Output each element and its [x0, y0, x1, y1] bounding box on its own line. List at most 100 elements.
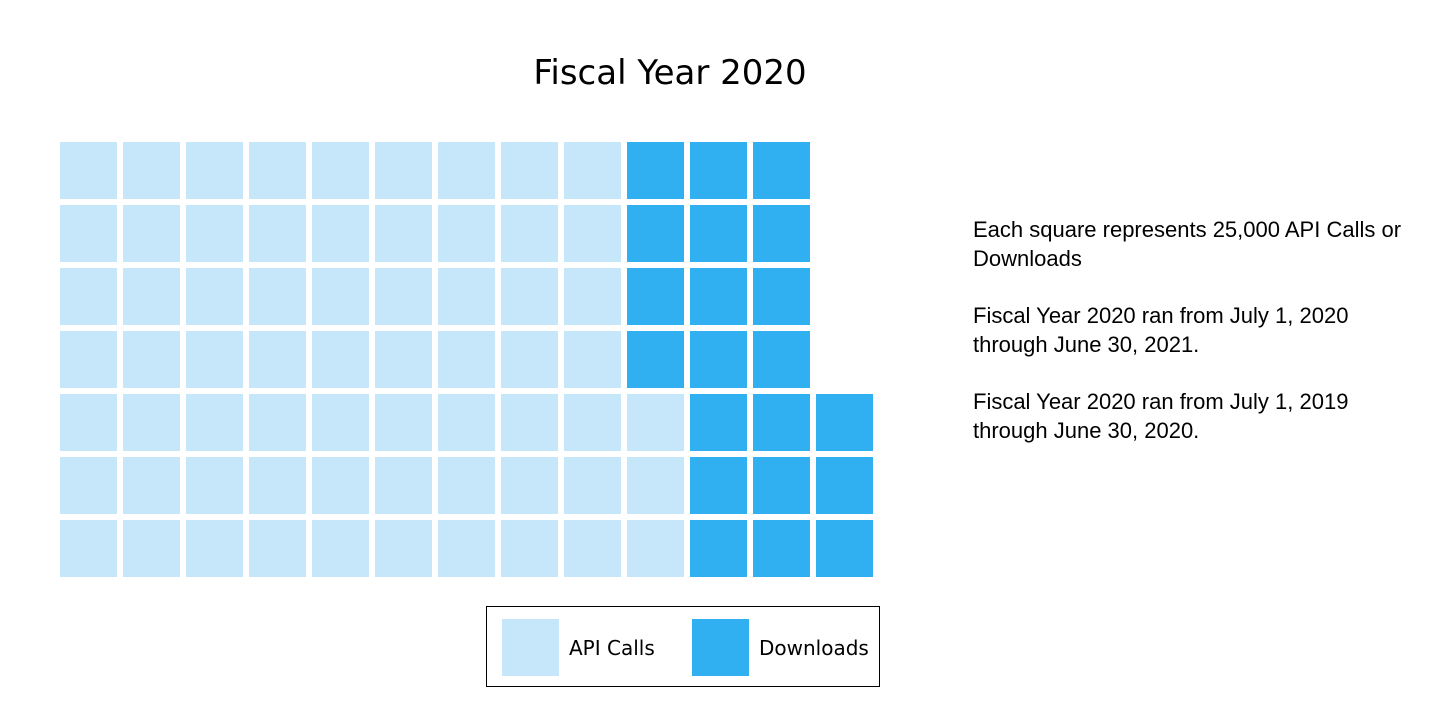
- legend-swatch-api-calls: [502, 619, 559, 676]
- unit-note: Each square represents 25,000 API Calls …: [973, 217, 1402, 271]
- waffle-square-downloads: [690, 520, 747, 577]
- legend-label-downloads: Downloads: [759, 635, 869, 660]
- waffle-square-api-calls: [501, 142, 558, 199]
- waffle-square-api-calls: [312, 520, 369, 577]
- waffle-square-api-calls: [438, 457, 495, 514]
- waffle-square-api-calls: [501, 520, 558, 577]
- waffle-square-downloads: [627, 205, 684, 262]
- waffle-square-api-calls: [501, 457, 558, 514]
- waffle-square-downloads: [627, 142, 684, 199]
- waffle-square-api-calls: [564, 331, 621, 388]
- waffle-square-api-calls: [564, 268, 621, 325]
- waffle-square-api-calls: [60, 394, 117, 451]
- waffle-square-api-calls: [375, 520, 432, 577]
- waffle-square-downloads: [816, 394, 873, 451]
- waffle-square-api-calls: [60, 268, 117, 325]
- waffle-square-downloads: [753, 205, 810, 262]
- waffle-square-api-calls: [186, 394, 243, 451]
- waffle-square-api-calls: [438, 520, 495, 577]
- waffle-square-api-calls: [123, 394, 180, 451]
- waffle-square-api-calls: [249, 142, 306, 199]
- waffle-square-downloads: [690, 142, 747, 199]
- waffle-square-downloads: [690, 205, 747, 262]
- waffle-square-downloads: [753, 520, 810, 577]
- waffle-square-downloads: [753, 142, 810, 199]
- waffle-square-api-calls: [186, 268, 243, 325]
- waffle-square-api-calls: [60, 457, 117, 514]
- waffle-square-api-calls: [186, 205, 243, 262]
- waffle-square-api-calls: [627, 394, 684, 451]
- waffle-square-api-calls: [564, 142, 621, 199]
- waffle-square-api-calls: [60, 142, 117, 199]
- waffle-square-api-calls: [501, 331, 558, 388]
- waffle-square-api-calls: [312, 394, 369, 451]
- waffle-square-downloads: [690, 394, 747, 451]
- waffle-square-api-calls: [249, 394, 306, 451]
- fiscal-year-note-1: Fiscal Year 2020 ran from July 1, 2020 t…: [973, 303, 1349, 357]
- waffle-square-api-calls: [438, 331, 495, 388]
- waffle-square-api-calls: [501, 394, 558, 451]
- waffle-square-downloads: [753, 394, 810, 451]
- waffle-square-api-calls: [564, 394, 621, 451]
- waffle-square-api-calls: [564, 520, 621, 577]
- waffle-square-api-calls: [186, 520, 243, 577]
- waffle-square-api-calls: [312, 205, 369, 262]
- waffle-square-api-calls: [375, 205, 432, 262]
- waffle-square-api-calls: [627, 520, 684, 577]
- waffle-square-downloads: [753, 331, 810, 388]
- waffle-square-downloads: [690, 268, 747, 325]
- waffle-square-api-calls: [501, 268, 558, 325]
- waffle-square-api-calls: [60, 205, 117, 262]
- waffle-square-downloads: [627, 268, 684, 325]
- legend-item-api-calls: API Calls: [502, 619, 655, 676]
- waffle-square-api-calls: [501, 205, 558, 262]
- waffle-square-downloads: [753, 268, 810, 325]
- waffle-square-api-calls: [249, 268, 306, 325]
- waffle-square-api-calls: [186, 457, 243, 514]
- notes-panel: Each square represents 25,000 API Calls …: [973, 215, 1423, 473]
- waffle-square-downloads: [690, 331, 747, 388]
- waffle-square-api-calls: [564, 205, 621, 262]
- waffle-square-api-calls: [312, 331, 369, 388]
- waffle-square-api-calls: [60, 520, 117, 577]
- waffle-square-api-calls: [312, 142, 369, 199]
- waffle-square-api-calls: [438, 394, 495, 451]
- waffle-square-downloads: [627, 331, 684, 388]
- waffle-square-api-calls: [186, 142, 243, 199]
- waffle-square-api-calls: [249, 205, 306, 262]
- waffle-square-api-calls: [312, 268, 369, 325]
- fiscal-year-note-2: Fiscal Year 2020 ran from July 1, 2019 t…: [973, 389, 1349, 443]
- waffle-chart: [60, 142, 873, 577]
- waffle-square-api-calls: [249, 331, 306, 388]
- chart-title: Fiscal Year 2020: [533, 53, 807, 93]
- waffle-square-api-calls: [375, 142, 432, 199]
- waffle-square-downloads: [816, 457, 873, 514]
- waffle-square-api-calls: [60, 331, 117, 388]
- waffle-square-api-calls: [375, 268, 432, 325]
- legend: API Calls Downloads: [486, 606, 880, 687]
- legend-label-api-calls: API Calls: [569, 635, 655, 660]
- waffle-square-api-calls: [375, 394, 432, 451]
- waffle-square-downloads: [690, 457, 747, 514]
- waffle-square-api-calls: [438, 205, 495, 262]
- waffle-square-downloads: [753, 457, 810, 514]
- waffle-square-api-calls: [627, 457, 684, 514]
- waffle-square-api-calls: [249, 457, 306, 514]
- waffle-square-api-calls: [123, 142, 180, 199]
- waffle-square-api-calls: [123, 457, 180, 514]
- legend-swatch-downloads: [692, 619, 749, 676]
- waffle-square-api-calls: [123, 520, 180, 577]
- waffle-square-api-calls: [438, 268, 495, 325]
- waffle-square-api-calls: [375, 457, 432, 514]
- waffle-square-api-calls: [438, 142, 495, 199]
- waffle-square-api-calls: [375, 331, 432, 388]
- waffle-square-api-calls: [123, 331, 180, 388]
- waffle-square-api-calls: [564, 457, 621, 514]
- waffle-square-api-calls: [123, 268, 180, 325]
- waffle-square-api-calls: [312, 457, 369, 514]
- waffle-square-api-calls: [249, 520, 306, 577]
- waffle-square-api-calls: [123, 205, 180, 262]
- waffle-square-api-calls: [186, 331, 243, 388]
- legend-item-downloads: Downloads: [692, 619, 869, 676]
- waffle-square-downloads: [816, 520, 873, 577]
